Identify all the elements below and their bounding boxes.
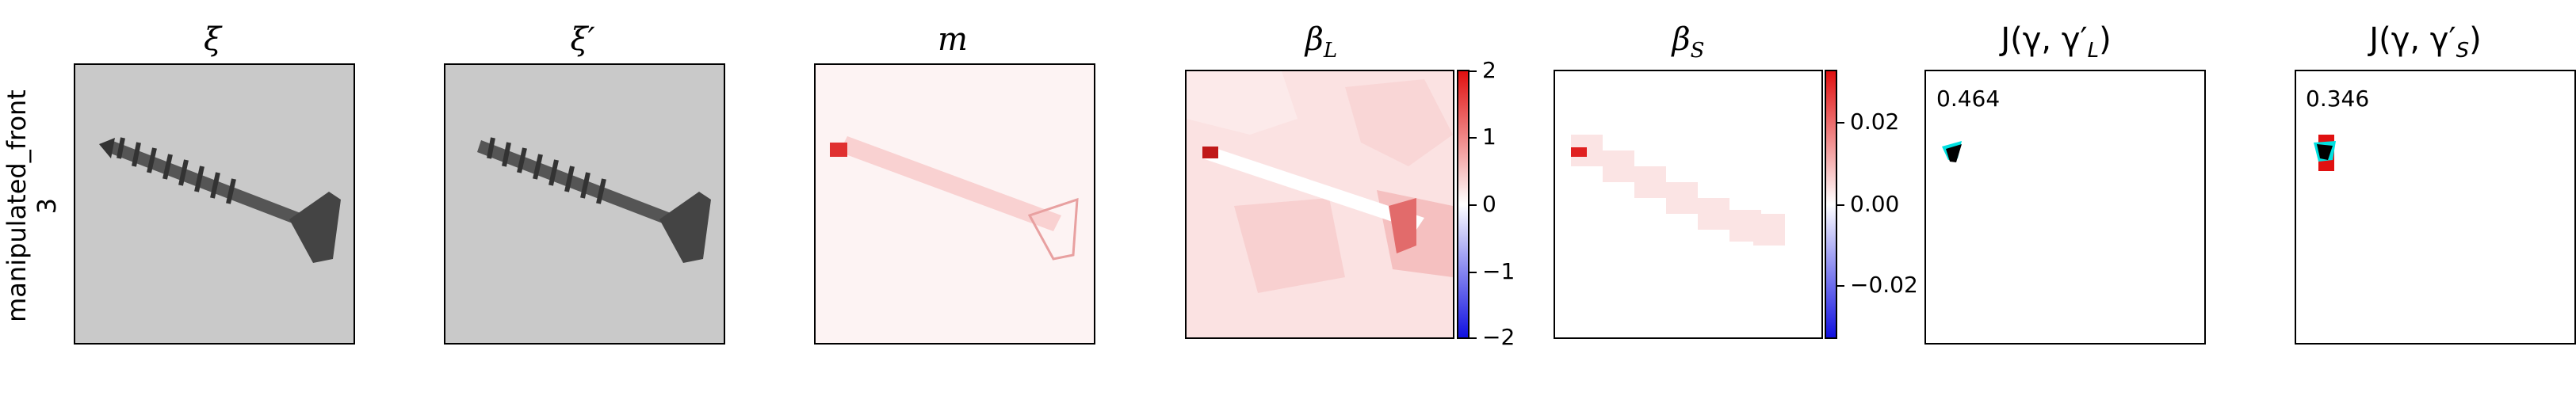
colorbar-l-tick-neg2: −2	[1482, 324, 1515, 350]
colorbar-beta-s	[1825, 70, 1837, 339]
jaccard-l-value: 0.464	[1936, 86, 2001, 112]
colorbar-s-tickmark-neg002	[1837, 285, 1844, 287]
manipulated-screw-image	[445, 65, 724, 343]
row-label: manipulated_front 3	[2, 87, 62, 325]
panel-xi-prime-image	[444, 63, 725, 345]
colorbar-s-tickmark-002	[1837, 122, 1844, 124]
jaccard-s-value: 0.346	[2306, 86, 2370, 112]
jaccard-l-overlay	[1926, 71, 2204, 343]
beta-l-heatmap	[1187, 71, 1453, 337]
colorbar-beta-l	[1457, 70, 1470, 339]
row-label-line1: manipulated_front	[2, 89, 32, 322]
panel-xi-image	[74, 63, 355, 345]
panel-beta-s-map	[1554, 70, 1823, 339]
colorbar-l-tick-2: 2	[1482, 57, 1496, 83]
colorbar-l-tickmark-2	[1470, 70, 1477, 72]
colorbar-l-tickmark-0	[1470, 204, 1477, 206]
colorbar-l-tick-1: 1	[1482, 124, 1496, 150]
colorbar-l-tickmark-1	[1470, 137, 1477, 139]
title-beta-l: βL	[1305, 21, 1338, 63]
title-m: m	[938, 21, 968, 58]
title-xi: ξ	[203, 21, 222, 58]
panel-m-map	[814, 63, 1095, 345]
colorbar-s-tick-neg002: −0.02	[1850, 272, 1918, 298]
colorbar-l-tickmark-neg1	[1470, 272, 1477, 273]
colorbar-s-tickmark-000	[1837, 204, 1844, 206]
beta-s-heatmap	[1555, 71, 1821, 337]
screw-image	[75, 65, 354, 343]
title-beta-s: βS	[1672, 21, 1705, 63]
panel-jaccard-l	[1924, 70, 2206, 345]
colorbar-l-tick-0: 0	[1482, 191, 1496, 217]
title-xi-prime: ξ′	[570, 21, 595, 58]
row-label-line2: 3	[32, 197, 62, 215]
mask-heatmap	[816, 65, 1094, 343]
colorbar-s-tick-002: 0.02	[1850, 109, 1900, 135]
colorbar-l-tickmark-neg2	[1470, 337, 1477, 339]
colorbar-l-tick-neg1: −1	[1482, 258, 1515, 284]
jaccard-s-overlay	[2296, 71, 2574, 343]
title-jaccard-l: J(γ, γ′L)	[2001, 21, 2112, 63]
title-jaccard-s: J(γ, γ′S)	[2369, 21, 2482, 63]
panel-beta-l-map	[1185, 70, 1454, 339]
panel-jaccard-s	[2295, 70, 2576, 345]
colorbar-s-tick-000: 0.00	[1850, 191, 1900, 217]
